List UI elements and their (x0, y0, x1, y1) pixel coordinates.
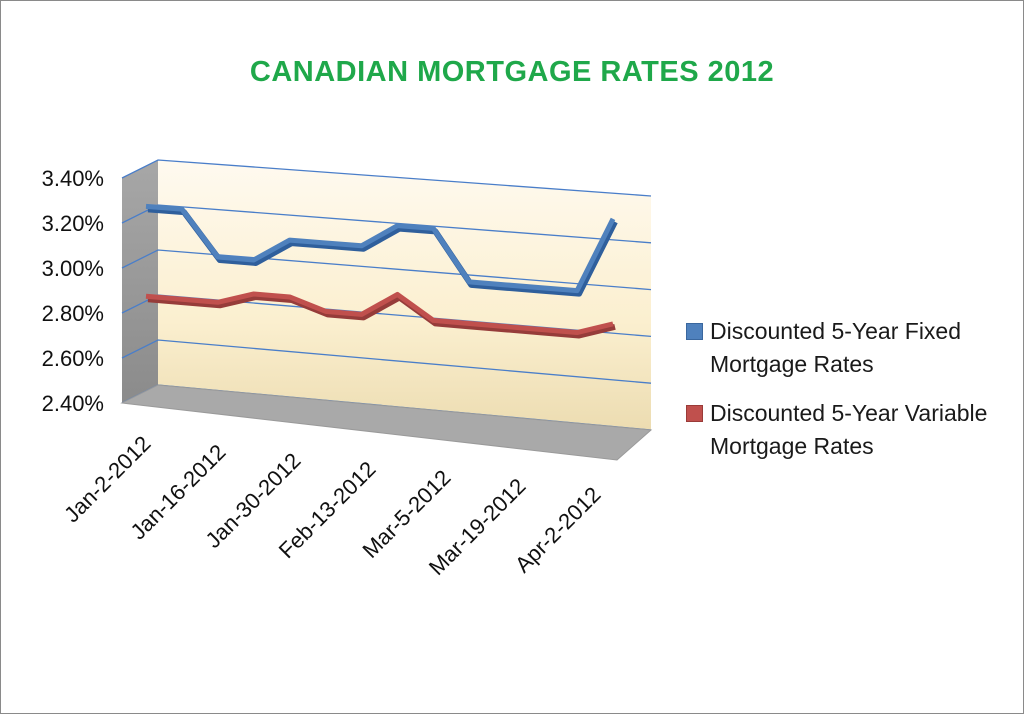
series-line-variable (145, 291, 614, 336)
y-tick-label: 2.40% (42, 391, 104, 416)
side-wall (122, 160, 158, 403)
series-line-depth (147, 293, 616, 339)
gridline (121, 159, 652, 197)
legend-item-fixed: Discounted 5-Year Fixed Mortgage Rates (686, 315, 1016, 381)
y-tick-label: 2.80% (42, 301, 104, 326)
series-line-depth (147, 206, 618, 297)
y-tick-label: 3.00% (42, 256, 104, 281)
gridline (121, 249, 652, 291)
series-line-fixed (145, 203, 616, 294)
legend-swatch-variable (686, 405, 703, 422)
y-tick-label: 3.40% (42, 166, 104, 191)
y-tick-label: 3.20% (42, 211, 104, 236)
legend-swatch-fixed (686, 323, 703, 340)
legend-item-variable: Discounted 5-Year Variable Mortgage Rate… (686, 397, 1016, 463)
gridline (121, 339, 652, 384)
legend-label-variable: Discounted 5-Year Variable Mortgage Rate… (710, 400, 988, 459)
x-axis: Jan-2-2012Jan-16-2012Jan-30-2012Feb-13-2… (59, 431, 605, 580)
series-layer (145, 203, 618, 339)
legend-label-fixed: Discounted 5-Year Fixed Mortgage Rates (710, 318, 962, 377)
chart-floor (120, 384, 653, 461)
legend: Discounted 5-Year Fixed Mortgage Rates D… (686, 315, 1016, 479)
chart-title: CANADIAN MORTGAGE RATES 2012 (249, 56, 775, 88)
back-wall (158, 160, 651, 430)
y-tick-label: 2.60% (42, 346, 104, 371)
y-axis: 2.40% 2.60% 2.80% 3.00% 3.20% 3.40% (42, 166, 104, 416)
